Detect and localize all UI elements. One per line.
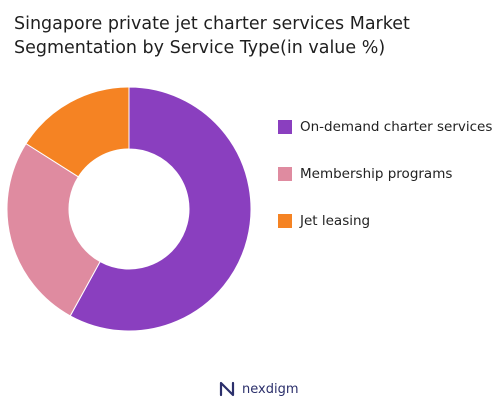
chart-title-line-1: Singapore private jet charter services M… [14, 14, 410, 34]
legend-item-on-demand: On-demand charter services [278, 115, 492, 139]
chart-title: Singapore private jet charter services M… [14, 12, 494, 60]
legend: On-demand charter services Membership pr… [278, 115, 492, 256]
legend-label: On-demand charter services [300, 119, 493, 135]
legend-item-membership: Membership programs [278, 162, 492, 186]
slice-jet-leasing [25, 86, 130, 178]
brand-logo: nexdigm [218, 380, 298, 398]
legend-label: Jet leasing [300, 213, 371, 229]
legend-item-jet-leasing: Jet leasing [278, 209, 492, 233]
legend-label: Membership programs [300, 166, 453, 182]
nexdigm-logo-icon [219, 381, 235, 397]
slice-on-demand [69, 86, 252, 332]
slice-membership [6, 142, 101, 317]
legend-swatch [278, 167, 292, 181]
legend-swatch [278, 120, 292, 134]
legend-swatch [278, 214, 292, 228]
brand-name: nexdigm [242, 381, 299, 397]
chart-title-line-2: Segmentation by Service Type(in value %) [14, 38, 386, 58]
